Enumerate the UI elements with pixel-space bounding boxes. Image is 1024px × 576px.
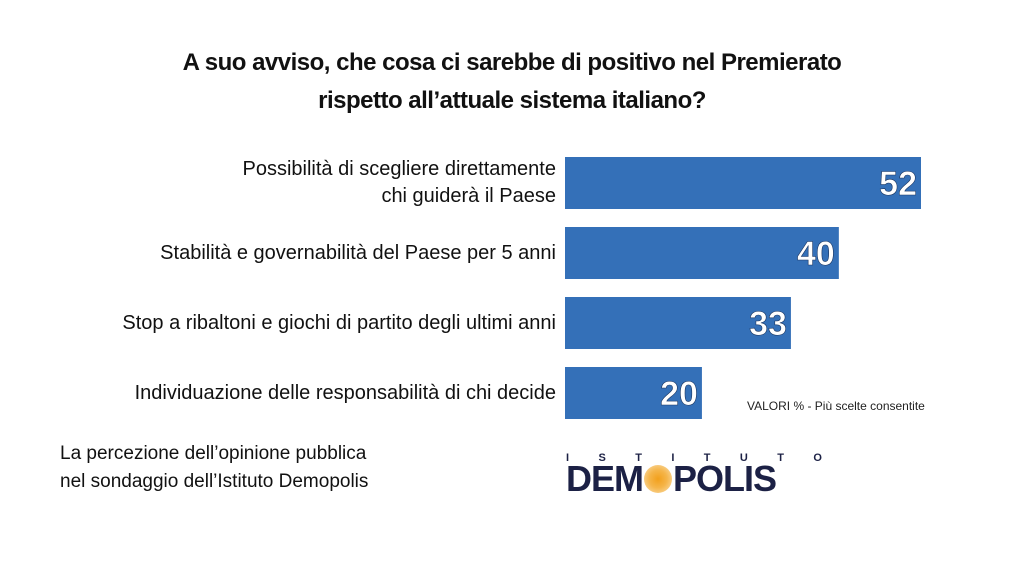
bar-value-label-3: 33 [749,305,787,343]
bar-1 [565,157,921,209]
footer-text: La percezione dell’opinione pubblica nel… [60,440,368,496]
category-label-3: Stop a ribaltoni e giochi di partito deg… [0,310,556,337]
footer-line-1: La percezione dell’opinione pubblica [60,443,367,464]
logo-letter: U [739,452,748,464]
category-label-line: Individuazione delle responsabilità di c… [134,381,556,404]
category-label-line: Possibilità di scegliere direttamente [242,158,557,180]
bar-value-label-2: 40 [797,235,835,273]
logo-letter: T [777,452,784,464]
bar-2 [565,227,839,279]
category-label-line: Stabilità e governabilità del Paese per … [160,241,556,264]
title-line-1: A suo avviso, che cosa ci sarebbe di pos… [182,49,842,76]
logo-letter: T [635,452,642,464]
bar-3 [565,297,791,349]
category-label-line: Stop a ribaltoni e giochi di partito deg… [122,311,556,334]
category-label-4: Individuazione delle responsabilità di c… [0,380,556,407]
bar-4 [565,367,702,419]
bar-value-label-4: 20 [660,375,698,413]
title-line-2: rispetto all’attuale sistema italiano? [318,87,706,114]
logo-wordmark: DEM POLIS [566,458,822,500]
logo-letter: O [813,452,822,464]
logo-letter: T [703,452,711,464]
category-label-2: Stabilità e governabilità del Paese per … [0,240,556,267]
footer-line-2: nel sondaggio dell’Istituto Demopolis [60,471,369,492]
values-note: VALORI % - Più scelte consentite [747,399,925,413]
bar-value-label-1: 52 [879,165,917,203]
logo-letter: S [598,452,606,464]
logo-letter: I [671,452,675,464]
logo-word-end: POLIS [673,458,777,499]
logo-word-start: DEM [566,458,644,499]
category-label-1: Possibilità di scegliere direttamente chi… [0,156,557,210]
category-label-line: chi guiderà il Paese [381,185,556,207]
chart-title: A suo avviso, che cosa ci sarebbe di pos… [0,44,1024,120]
logo-sun-icon [644,465,672,493]
demopolis-logo: I S T I T U T O DEM POLIS [566,452,822,504]
logo-letter: I [566,452,570,464]
